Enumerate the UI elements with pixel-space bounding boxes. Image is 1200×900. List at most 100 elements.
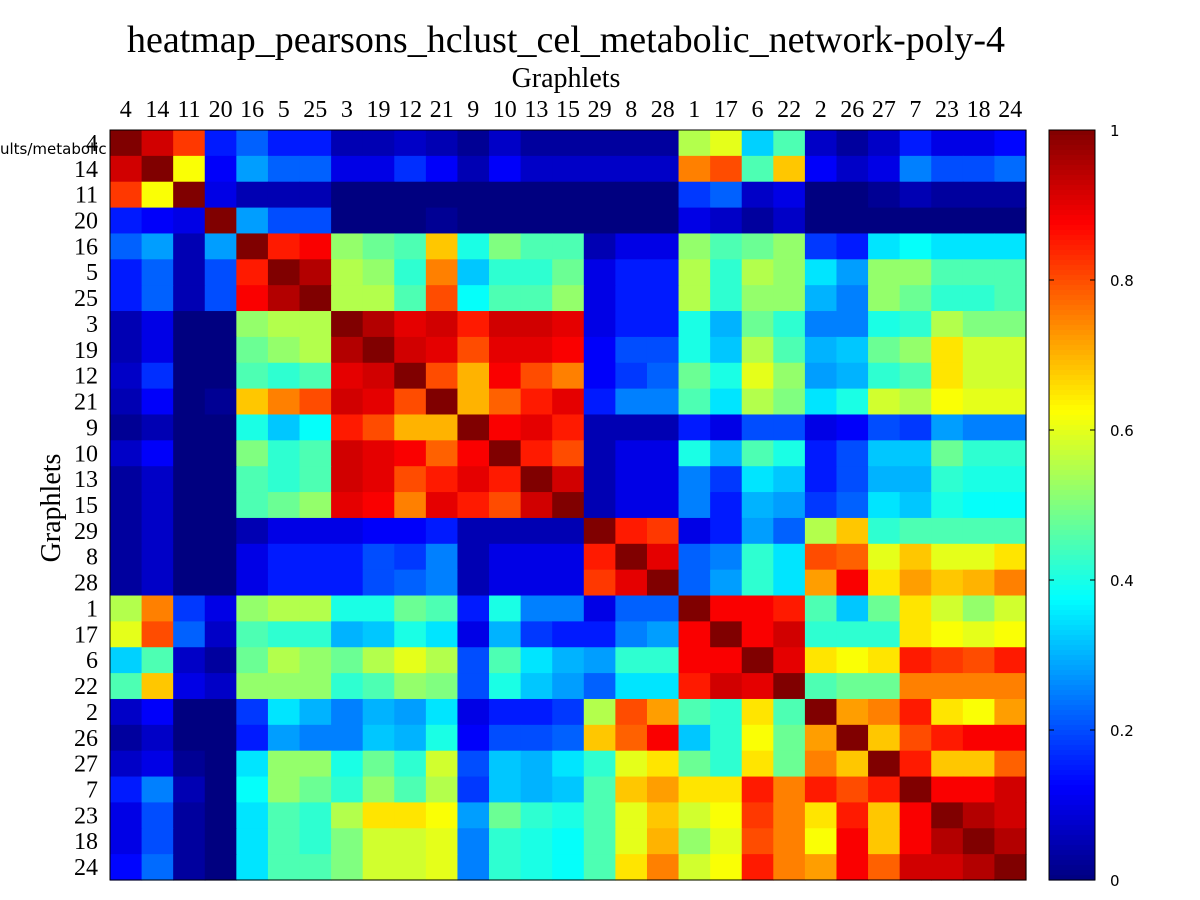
colorbar-tick-label: 0.4 (1110, 572, 1134, 590)
colorbar-band (1049, 515, 1095, 521)
heatmap-cell (267, 362, 301, 390)
heatmap-cell (204, 854, 237, 881)
heatmap-cell (678, 543, 711, 571)
heatmap-cell (110, 543, 143, 571)
heatmap-cell (173, 698, 206, 726)
colorbar-band (1049, 175, 1095, 181)
colorbar-band (1049, 735, 1095, 741)
heatmap-cell (489, 828, 522, 855)
x-tick-label: 7 (909, 97, 921, 123)
heatmap-cell (836, 854, 869, 881)
heatmap-cell (299, 724, 332, 752)
heatmap-cell (583, 595, 616, 622)
heatmap-cell (394, 492, 427, 519)
colorbar-band (1049, 790, 1095, 796)
heatmap-cell (489, 311, 522, 338)
heatmap-cell (646, 311, 680, 338)
x-tick-label: 27 (872, 97, 896, 123)
heatmap-cell (646, 362, 680, 390)
heatmap-cell (646, 440, 680, 467)
heatmap-cell (236, 724, 269, 752)
colorbar-band (1049, 840, 1095, 846)
heatmap-cell (267, 388, 301, 416)
heatmap-cell (141, 854, 174, 881)
heatmap-cell (110, 802, 143, 829)
heatmap-cell (236, 440, 269, 467)
heatmap-cell (899, 259, 932, 286)
heatmap-cell (552, 673, 585, 700)
colorbar-band (1049, 385, 1095, 391)
y-tick-label: 19 (74, 338, 98, 364)
heatmap-cell (362, 724, 395, 752)
heatmap-cell (994, 362, 1027, 390)
heatmap-cell (362, 802, 395, 829)
heatmap-cell (710, 311, 743, 338)
colorbar-band (1049, 795, 1095, 801)
heatmap-cell (552, 388, 585, 416)
colorbar-band (1049, 715, 1095, 721)
heatmap-cell (204, 543, 237, 571)
heatmap-cell (962, 569, 996, 597)
heatmap-cell (646, 259, 680, 286)
heatmap-cell (457, 259, 490, 286)
y-tick-label: 18 (74, 829, 98, 855)
heatmap-cell (710, 181, 743, 209)
heatmap-cell (741, 621, 774, 648)
colorbar-band (1049, 705, 1095, 711)
heatmap-cell (267, 673, 301, 700)
heatmap-cell (267, 569, 301, 597)
heatmap-cell (741, 155, 774, 183)
colorbar-band (1049, 310, 1095, 316)
colorbar-band (1049, 635, 1095, 641)
heatmap-cell (868, 130, 901, 157)
colorbar-band (1049, 815, 1095, 821)
heatmap-cell (173, 621, 206, 648)
y-tick-label: 4 (86, 131, 98, 157)
heatmap-cell (615, 388, 648, 416)
heatmap-cell (362, 466, 395, 493)
heatmap-cell (710, 828, 743, 855)
heatmap-cell (804, 155, 838, 183)
heatmap-cell (899, 724, 932, 752)
heatmap-cell (425, 543, 459, 571)
heatmap-cell (236, 698, 269, 726)
heatmap-cell (710, 621, 743, 648)
heatmap-cell (457, 647, 490, 674)
heatmap-cell (962, 181, 996, 209)
heatmap-cell (836, 647, 869, 674)
heatmap-cell (394, 336, 427, 364)
heatmap-cell (678, 181, 711, 209)
heatmap-cell (994, 517, 1027, 545)
heatmap-cell (236, 233, 269, 260)
heatmap-cell (204, 724, 237, 752)
heatmap-cell (457, 336, 490, 364)
heatmap-cell (741, 311, 774, 338)
heatmap-cell (520, 155, 553, 183)
heatmap-cell (962, 336, 996, 364)
heatmap-cell (836, 595, 869, 622)
heatmap-cell (141, 776, 174, 804)
heatmap-cell (299, 621, 332, 648)
heatmap-cell (141, 595, 174, 622)
heatmap-cell (331, 207, 364, 235)
heatmap-cell (173, 647, 206, 674)
heatmap-cell (267, 492, 301, 519)
x-tick-label: 8 (625, 97, 637, 123)
heatmap-cell (773, 750, 806, 778)
heatmap-cell (299, 233, 332, 260)
heatmap-cell (615, 466, 648, 493)
heatmap-cell (710, 802, 743, 829)
heatmap-cell (804, 724, 838, 752)
heatmap-cell (236, 466, 269, 493)
colorbar-band (1049, 760, 1095, 766)
heatmap-cell (678, 517, 711, 545)
x-tick-label: 26 (840, 97, 864, 123)
colorbar-band (1049, 495, 1095, 501)
x-tick-label: 20 (209, 97, 233, 123)
heatmap-cell (994, 155, 1027, 183)
heatmap-cell (552, 543, 585, 571)
heatmap-cell (394, 750, 427, 778)
heatmap-cell (931, 828, 964, 855)
heatmap-cell (868, 259, 901, 286)
heatmap-cell (552, 621, 585, 648)
